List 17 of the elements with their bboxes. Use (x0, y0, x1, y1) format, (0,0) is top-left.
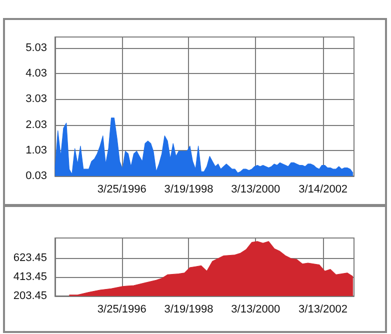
y-tick-label: 4.03 (26, 68, 47, 80)
y-tick-label: 1.03 (26, 144, 47, 156)
x-tick-label: 3/13/2000 (231, 304, 280, 316)
y-tick-label: 623.45 (13, 252, 47, 264)
x-tick-label: 3/13/2002 (298, 304, 348, 316)
y-tick-label: 3.03 (26, 93, 47, 106)
x-tick-label: 3/13/2000 (231, 184, 280, 196)
x-tick-label: 3/25/1996 (97, 184, 146, 196)
y-tick-label: 0.03 (26, 170, 47, 182)
y-tick-label: 5.03 (26, 42, 47, 54)
x-tick-label: 3/14/2002 (298, 184, 348, 196)
x-tick-label: 3/19/1998 (164, 184, 214, 196)
x-tick-label: 3/19/1998 (164, 304, 214, 316)
y-tick-label: 2.03 (26, 118, 47, 131)
y-tick-label: 203.45 (13, 290, 47, 302)
x-tick-label: 3/25/1996 (97, 304, 146, 316)
y-tick-label: 413.45 (13, 271, 47, 284)
